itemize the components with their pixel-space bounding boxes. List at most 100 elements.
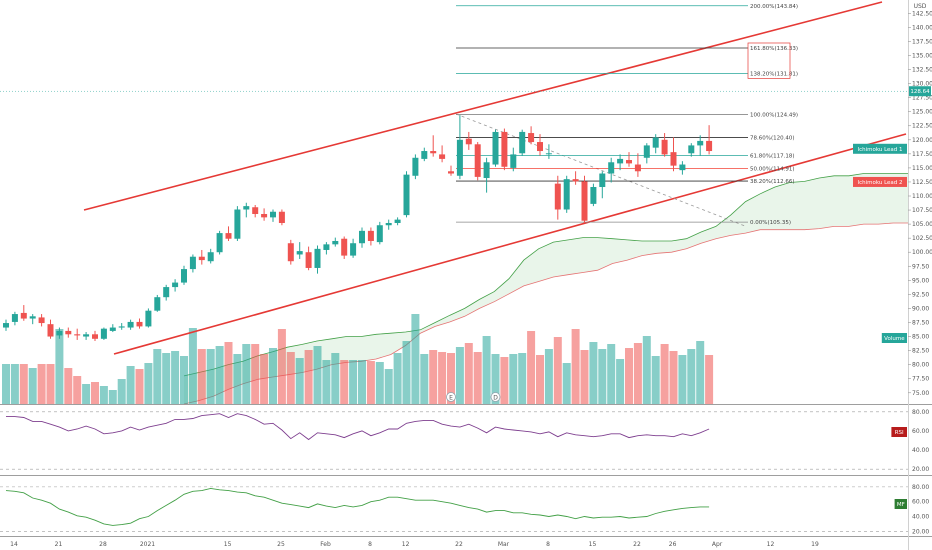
oscillator-tick-label: 80.00 [912, 484, 929, 491]
fib-level-label: 0.00%(105.35) [750, 220, 791, 226]
candles [3, 115, 713, 342]
volume-bar [99, 386, 108, 404]
volume-bar [455, 347, 464, 404]
candle-body [599, 173, 606, 188]
candle-body [341, 238, 348, 256]
candle-body [127, 321, 134, 328]
channel-upper-line[interactable] [83, 1, 883, 211]
price-tick-label: 80.00 [912, 362, 929, 369]
candle-body [38, 317, 45, 324]
volume-bar [696, 341, 705, 404]
price-tick-label: 85.00 [912, 334, 929, 341]
candle-body [216, 233, 223, 253]
fib-highlight-box [747, 42, 791, 79]
volume-bar [251, 344, 260, 404]
volume-bar [135, 369, 144, 404]
ichimoku-lead1-line [183, 173, 908, 377]
volume-bar [447, 353, 455, 404]
candle-body [350, 243, 357, 256]
volume-bar [19, 364, 28, 404]
price-tick-label: 137.50 [912, 38, 932, 45]
volume-bar [233, 354, 242, 404]
time-tick-label: 21 [55, 541, 63, 548]
candle-body [412, 157, 419, 176]
fib-level-label: 61.80%(117.18) [750, 154, 795, 160]
price-tick-label: 125.00 [912, 109, 932, 116]
volume-bar [366, 361, 375, 404]
trend-channel [83, 1, 907, 355]
candle-body [3, 323, 9, 328]
price-tick-label: 102.50 [912, 235, 932, 242]
volume-bar [46, 364, 55, 404]
cloud-fill [184, 173, 908, 404]
volume-bar [117, 379, 126, 404]
price-tick-label: 120.00 [912, 137, 932, 144]
volume-bar [206, 349, 215, 404]
candle-body [29, 316, 36, 319]
price-tick-label: 110.00 [912, 193, 932, 200]
candle-body [519, 131, 526, 154]
price-tick-label: 112.50 [912, 179, 932, 186]
price-tick-label: 107.50 [912, 207, 932, 214]
fib-trend-dashed-line [455, 113, 746, 227]
candle-body [56, 330, 63, 336]
price-tick-label: 77.50 [912, 376, 929, 383]
volume-bar [260, 354, 269, 404]
rsi-pane: 80.00 60.00 40.00 20.00 [0, 409, 929, 473]
candle-body [181, 269, 187, 283]
time-tick-label: 8 [368, 541, 372, 548]
candle-body [234, 209, 241, 239]
event-marker[interactable] [490, 392, 501, 402]
volume-bar [500, 357, 509, 404]
event-marker[interactable] [446, 392, 456, 402]
volume-bar [571, 329, 580, 404]
last-price-tag [909, 86, 931, 97]
volume-bar [536, 355, 544, 404]
volume-bar [180, 356, 188, 404]
volume-bar [331, 353, 340, 404]
volume-bar [438, 352, 447, 404]
volume-bar [37, 364, 46, 404]
time-tick-label: 22 [633, 541, 641, 548]
volume-bar [509, 354, 518, 404]
oscillator-tick-label: 40.00 [912, 447, 929, 454]
candle-body [74, 334, 81, 336]
candle-body [617, 158, 624, 164]
volume-bar [669, 351, 678, 404]
candle-body [47, 324, 54, 337]
candle-body [581, 181, 588, 221]
indicator-tag-label: RSI [895, 430, 904, 436]
time-tick-label: 22 [455, 541, 463, 548]
volume-bar [2, 364, 10, 404]
volume-bar [340, 360, 349, 404]
candle-body [474, 144, 481, 177]
time-tick-label: 15 [589, 541, 597, 548]
candle-body [554, 183, 561, 210]
candle-body [679, 164, 686, 171]
candle-body [652, 137, 659, 148]
candle-body [323, 244, 330, 250]
candle-body [270, 211, 276, 218]
oscillator-tick-label: 40.00 [912, 513, 929, 520]
volume-bar [625, 348, 633, 404]
event-marker-label: E [449, 395, 453, 402]
volume-bar [402, 341, 411, 404]
candle-body [670, 152, 677, 166]
candle-body [394, 219, 401, 223]
price-tick-label: 105.00 [912, 221, 932, 228]
volume-bars [2, 314, 714, 404]
volume-bar [527, 331, 536, 404]
candle-body [136, 321, 143, 327]
time-tick-label: 12 [402, 541, 410, 548]
time-tick-label: 15 [224, 541, 232, 548]
channel-lower-line[interactable] [113, 133, 907, 355]
price-tick-label: 115.00 [912, 165, 932, 172]
fibonacci-extension[interactable]: 200.00%(143.84) 161.80%(136.33) 138.20%(13… [456, 4, 798, 226]
time-tick-label: 26 [669, 541, 677, 548]
candle-body [332, 240, 339, 245]
volume-bar [491, 354, 500, 404]
candle-body [261, 213, 268, 218]
time-tick-label: 19 [811, 541, 819, 548]
